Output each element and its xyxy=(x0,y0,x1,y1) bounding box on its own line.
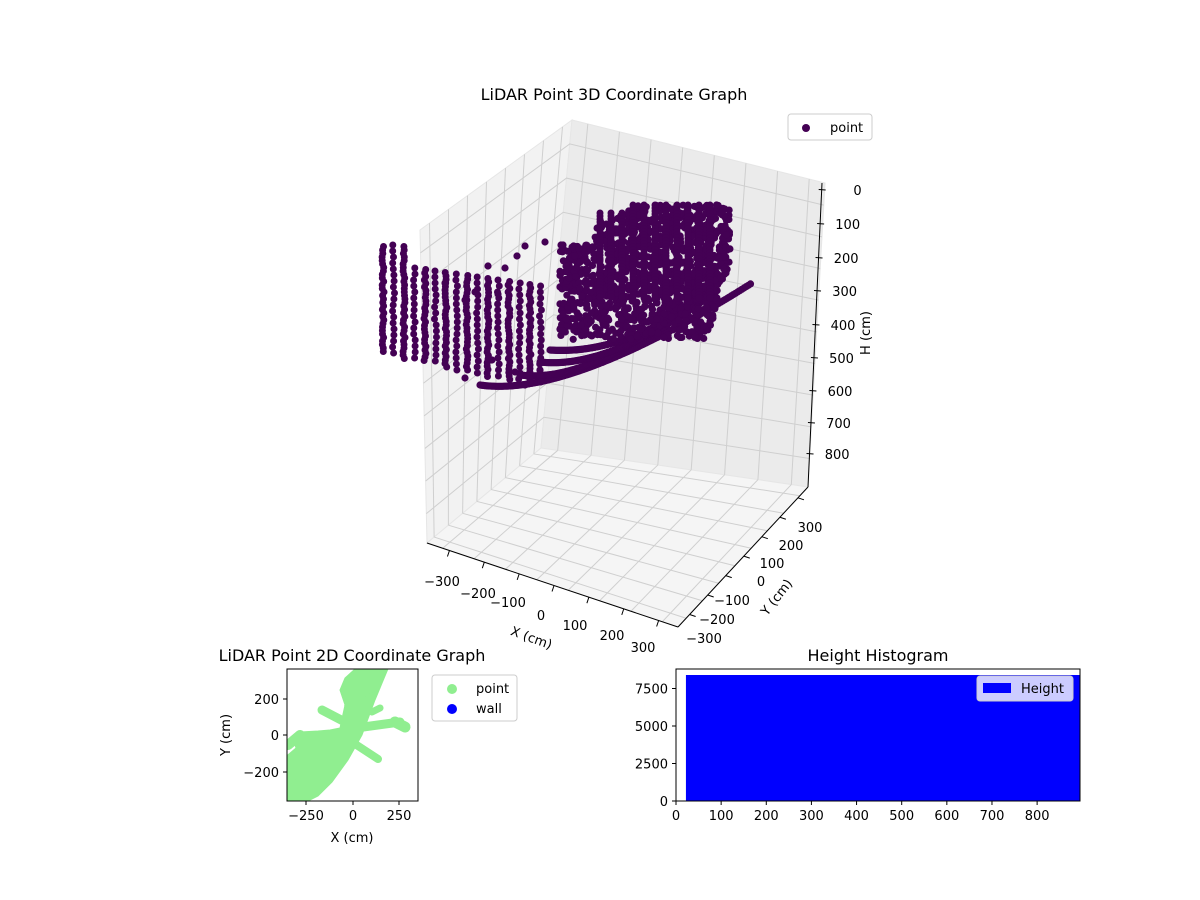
z-tick-label: 0 xyxy=(853,184,861,199)
y-tick-label: −200 xyxy=(699,613,735,628)
grid-3d xyxy=(420,123,824,623)
z-tick-label: 800 xyxy=(825,448,850,463)
histogram-frame xyxy=(675,668,1081,802)
x-tick-label-hist: 0 xyxy=(672,809,680,824)
legend-marker-point-icon xyxy=(447,684,457,694)
x-axis-label-2d: X (cm) xyxy=(331,831,374,846)
legend-label-height: Height xyxy=(1021,682,1064,697)
legend-label-point-2d: point xyxy=(476,682,509,697)
x-tick-label-hist: 100 xyxy=(709,809,734,824)
legend-label-point: point xyxy=(830,121,863,136)
x-tick-label-hist: 800 xyxy=(1025,809,1050,824)
y-tick-label-2d: 200 xyxy=(254,693,279,708)
legend-histogram: Height xyxy=(976,675,1074,702)
x-tick-label-2d: 250 xyxy=(387,809,412,824)
y-tick-label-2d: 0 xyxy=(271,729,279,744)
ticks-2d: −250 0 250 −200 0 200 xyxy=(243,693,411,824)
z-tick-label: 600 xyxy=(828,385,853,400)
plot-3d-title: LiDAR Point 3D Coordinate Graph xyxy=(481,85,748,104)
x-tick-label-hist: 700 xyxy=(980,809,1005,824)
x-axis-line xyxy=(426,542,679,628)
x-tick-label-hist: 600 xyxy=(934,809,959,824)
y-axis-line xyxy=(677,486,809,628)
x-tick-label: 0 xyxy=(537,609,545,624)
y-tick-label-hist: 0 xyxy=(660,795,668,810)
y-tick-label: 200 xyxy=(779,539,804,554)
y-tick-label-hist: 2500 xyxy=(635,758,668,773)
x-axis-label-3d: X (cm) xyxy=(508,624,554,653)
x-tick-label: 100 xyxy=(563,619,588,634)
plot-3d: LiDAR Point 3D Coordinate Graph 0 100 200 3… xyxy=(378,85,874,656)
plot-2d-title: LiDAR Point 2D Coordinate Graph xyxy=(219,646,486,665)
y-tick-label-hist: 7500 xyxy=(635,683,668,698)
z-axis-line xyxy=(807,182,823,488)
y-tick-label: 100 xyxy=(760,557,785,572)
x-tick-label: −100 xyxy=(490,596,526,611)
x-tick-label-hist: 500 xyxy=(889,809,914,824)
y-tick-label: −100 xyxy=(714,594,750,609)
y-tick-label: −300 xyxy=(686,632,722,647)
point-region-2d xyxy=(287,669,411,801)
histogram-title: Height Histogram xyxy=(808,646,949,665)
point-cloud-3d xyxy=(378,201,755,390)
z-tick-label: 100 xyxy=(835,218,860,233)
x-tick-label-2d: 0 xyxy=(349,809,357,824)
z-tick-label: 400 xyxy=(831,319,856,334)
x-tick-label: −300 xyxy=(424,575,460,590)
z-axis-label-3d: H (cm) xyxy=(859,311,874,355)
legend-2d: point wall xyxy=(431,674,518,722)
y-axis-label-2d: Y (cm) xyxy=(219,714,234,757)
x-tick-label-hist: 300 xyxy=(799,809,824,824)
legend-3d: point xyxy=(787,113,873,141)
z-tick-label: 700 xyxy=(826,417,851,432)
y-tick-label-2d: −200 xyxy=(243,766,279,781)
legend-label-wall-2d: wall xyxy=(476,702,502,717)
legend-swatch-height-icon xyxy=(983,683,1011,693)
z-tick-label: 300 xyxy=(832,285,857,300)
x-tick-label: 200 xyxy=(600,629,625,644)
x-tick-label: 300 xyxy=(631,641,656,656)
x-tick-label-hist: 400 xyxy=(844,809,869,824)
ticks-histogram: 0 100 200 300 400 500 600 700 800 0 2500 5000 7500 xyxy=(635,683,1050,825)
legend-marker-wall-icon xyxy=(447,704,457,714)
y-tick-label: 300 xyxy=(798,521,823,536)
ticks-3d: 0100200300400500600700800−300−200−100010… xyxy=(424,184,862,656)
z-tick-label: 200 xyxy=(834,252,859,267)
plot-histogram: Height Histogram 0 100 200 300 400 500 600 700 8… xyxy=(635,646,1081,825)
y-tick-label-hist: 5000 xyxy=(635,720,668,735)
plot-2d: LiDAR Point 2D Coordinate Graph −250 0 250… xyxy=(219,646,518,846)
x-tick-label: −200 xyxy=(460,587,496,602)
x-tick-label-2d: −250 xyxy=(288,809,324,824)
z-tick-label: 500 xyxy=(829,352,854,367)
y-tick-label: 0 xyxy=(757,575,765,590)
legend-marker-point-icon xyxy=(802,124,810,132)
x-tick-label-hist: 200 xyxy=(754,809,779,824)
